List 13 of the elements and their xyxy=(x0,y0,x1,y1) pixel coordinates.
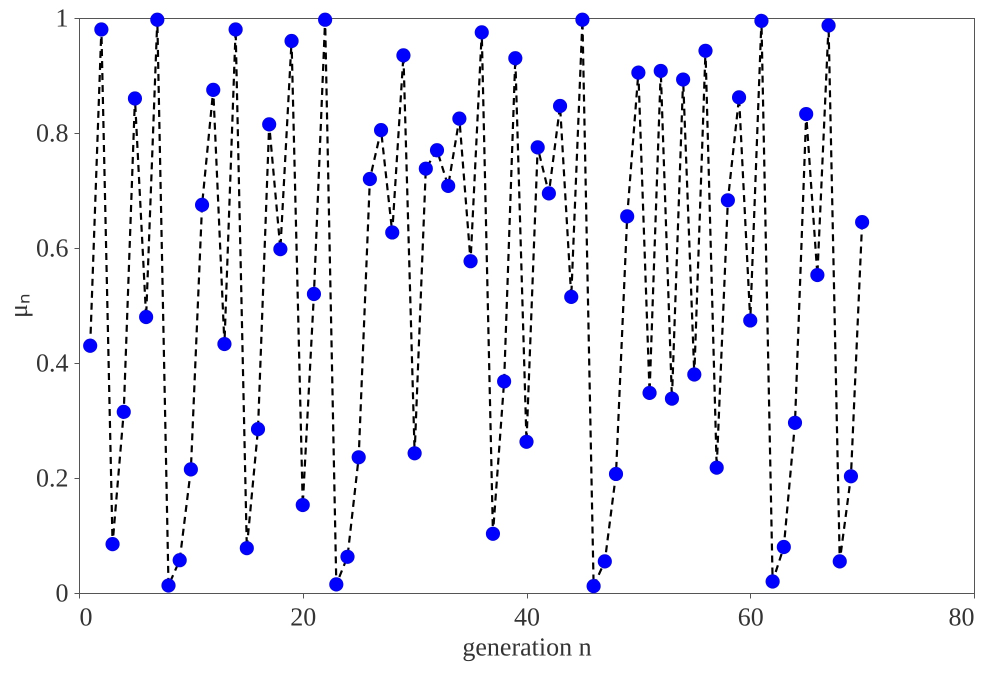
x-axis-title: generation n xyxy=(462,632,592,662)
y-tick-label: 1 xyxy=(56,4,68,32)
y-axis-title: μₙ xyxy=(4,294,33,318)
y-tick-label: 0.2 xyxy=(36,464,68,492)
x-tick-label: 60 xyxy=(738,602,764,632)
x-tick-label: 20 xyxy=(290,602,316,632)
y-tick-label: 0 xyxy=(56,578,68,608)
y-tick-label: 0.8 xyxy=(36,118,68,148)
y-tick-label: 0.6 xyxy=(36,234,68,262)
x-tick-label: 80 xyxy=(948,602,974,632)
x-tick-label: 0 xyxy=(80,602,92,632)
y-tick-label: 0.4 xyxy=(36,348,68,378)
x-tick-label: 40 xyxy=(514,602,540,632)
